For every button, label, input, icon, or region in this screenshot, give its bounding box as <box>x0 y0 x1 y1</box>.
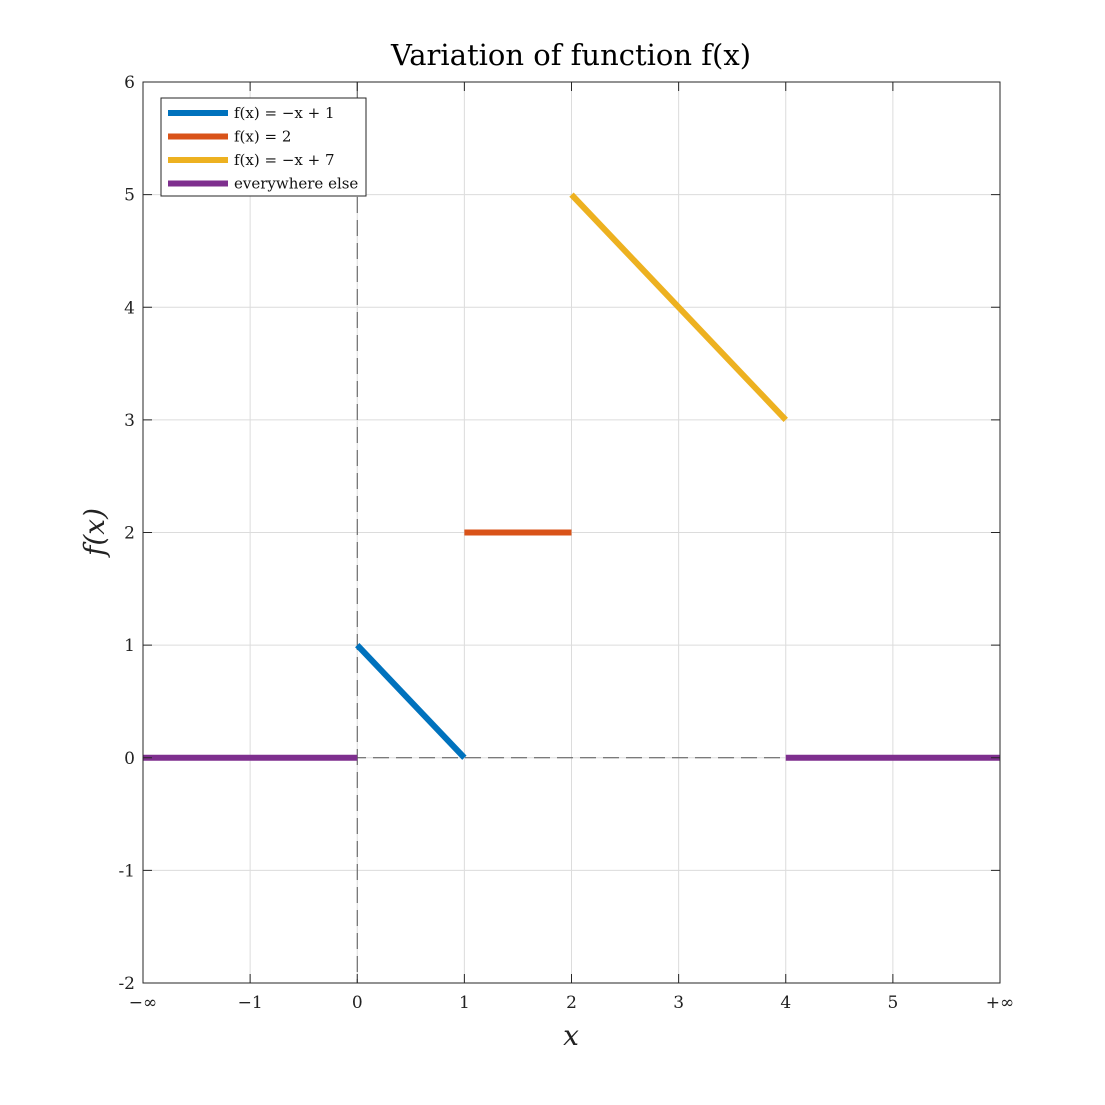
series-3-line <box>569 192 788 422</box>
x-axis-label: x <box>563 1019 579 1052</box>
legend: f(x) = −x + 1 f(x) = 2 f(x) = −x + 7 everyw… <box>160 97 367 197</box>
x-tick-label: −1 <box>238 993 263 1013</box>
y-axis-label: f(x) <box>78 508 111 558</box>
y-tick-label: -1 <box>118 861 135 881</box>
y-tick-label: 1 <box>124 636 135 656</box>
y-tick-label: -2 <box>118 974 135 994</box>
axis-ticks <box>142 81 1001 984</box>
legend-entry-label: f(x) = 2 <box>234 128 291 146</box>
y-tick-label: 0 <box>124 749 135 769</box>
y-tick-label: 5 <box>124 186 135 206</box>
series-lines <box>143 192 1000 761</box>
x-tick-label: 0 <box>352 993 363 1013</box>
x-tick-label: +∞ <box>986 993 1014 1013</box>
x-tick-label: 4 <box>780 993 791 1013</box>
legend-entry-label: f(x) = −x + 7 <box>234 151 335 169</box>
y-tick-label: 4 <box>124 298 135 318</box>
y-tick-label: 6 <box>124 73 135 93</box>
x-tick-label: 1 <box>459 993 470 1013</box>
series-1-line <box>355 643 467 760</box>
x-tick-label: −∞ <box>129 993 157 1013</box>
y-tick-label: 3 <box>124 411 135 431</box>
y-tick-label: 2 <box>124 524 135 544</box>
x-tick-label: 2 <box>566 993 577 1013</box>
chart-title: Variation of function f(x) <box>390 38 751 72</box>
legend-entry-label: everywhere else <box>234 175 358 193</box>
legend-entry-label: f(x) = −x + 1 <box>234 104 335 122</box>
tick-labels: −∞ −1 0 1 2 3 4 5 +∞ -2 -1 0 1 2 3 4 5 6 <box>118 73 1014 1013</box>
x-tick-label: 3 <box>673 993 684 1013</box>
x-tick-label: 5 <box>887 993 898 1013</box>
